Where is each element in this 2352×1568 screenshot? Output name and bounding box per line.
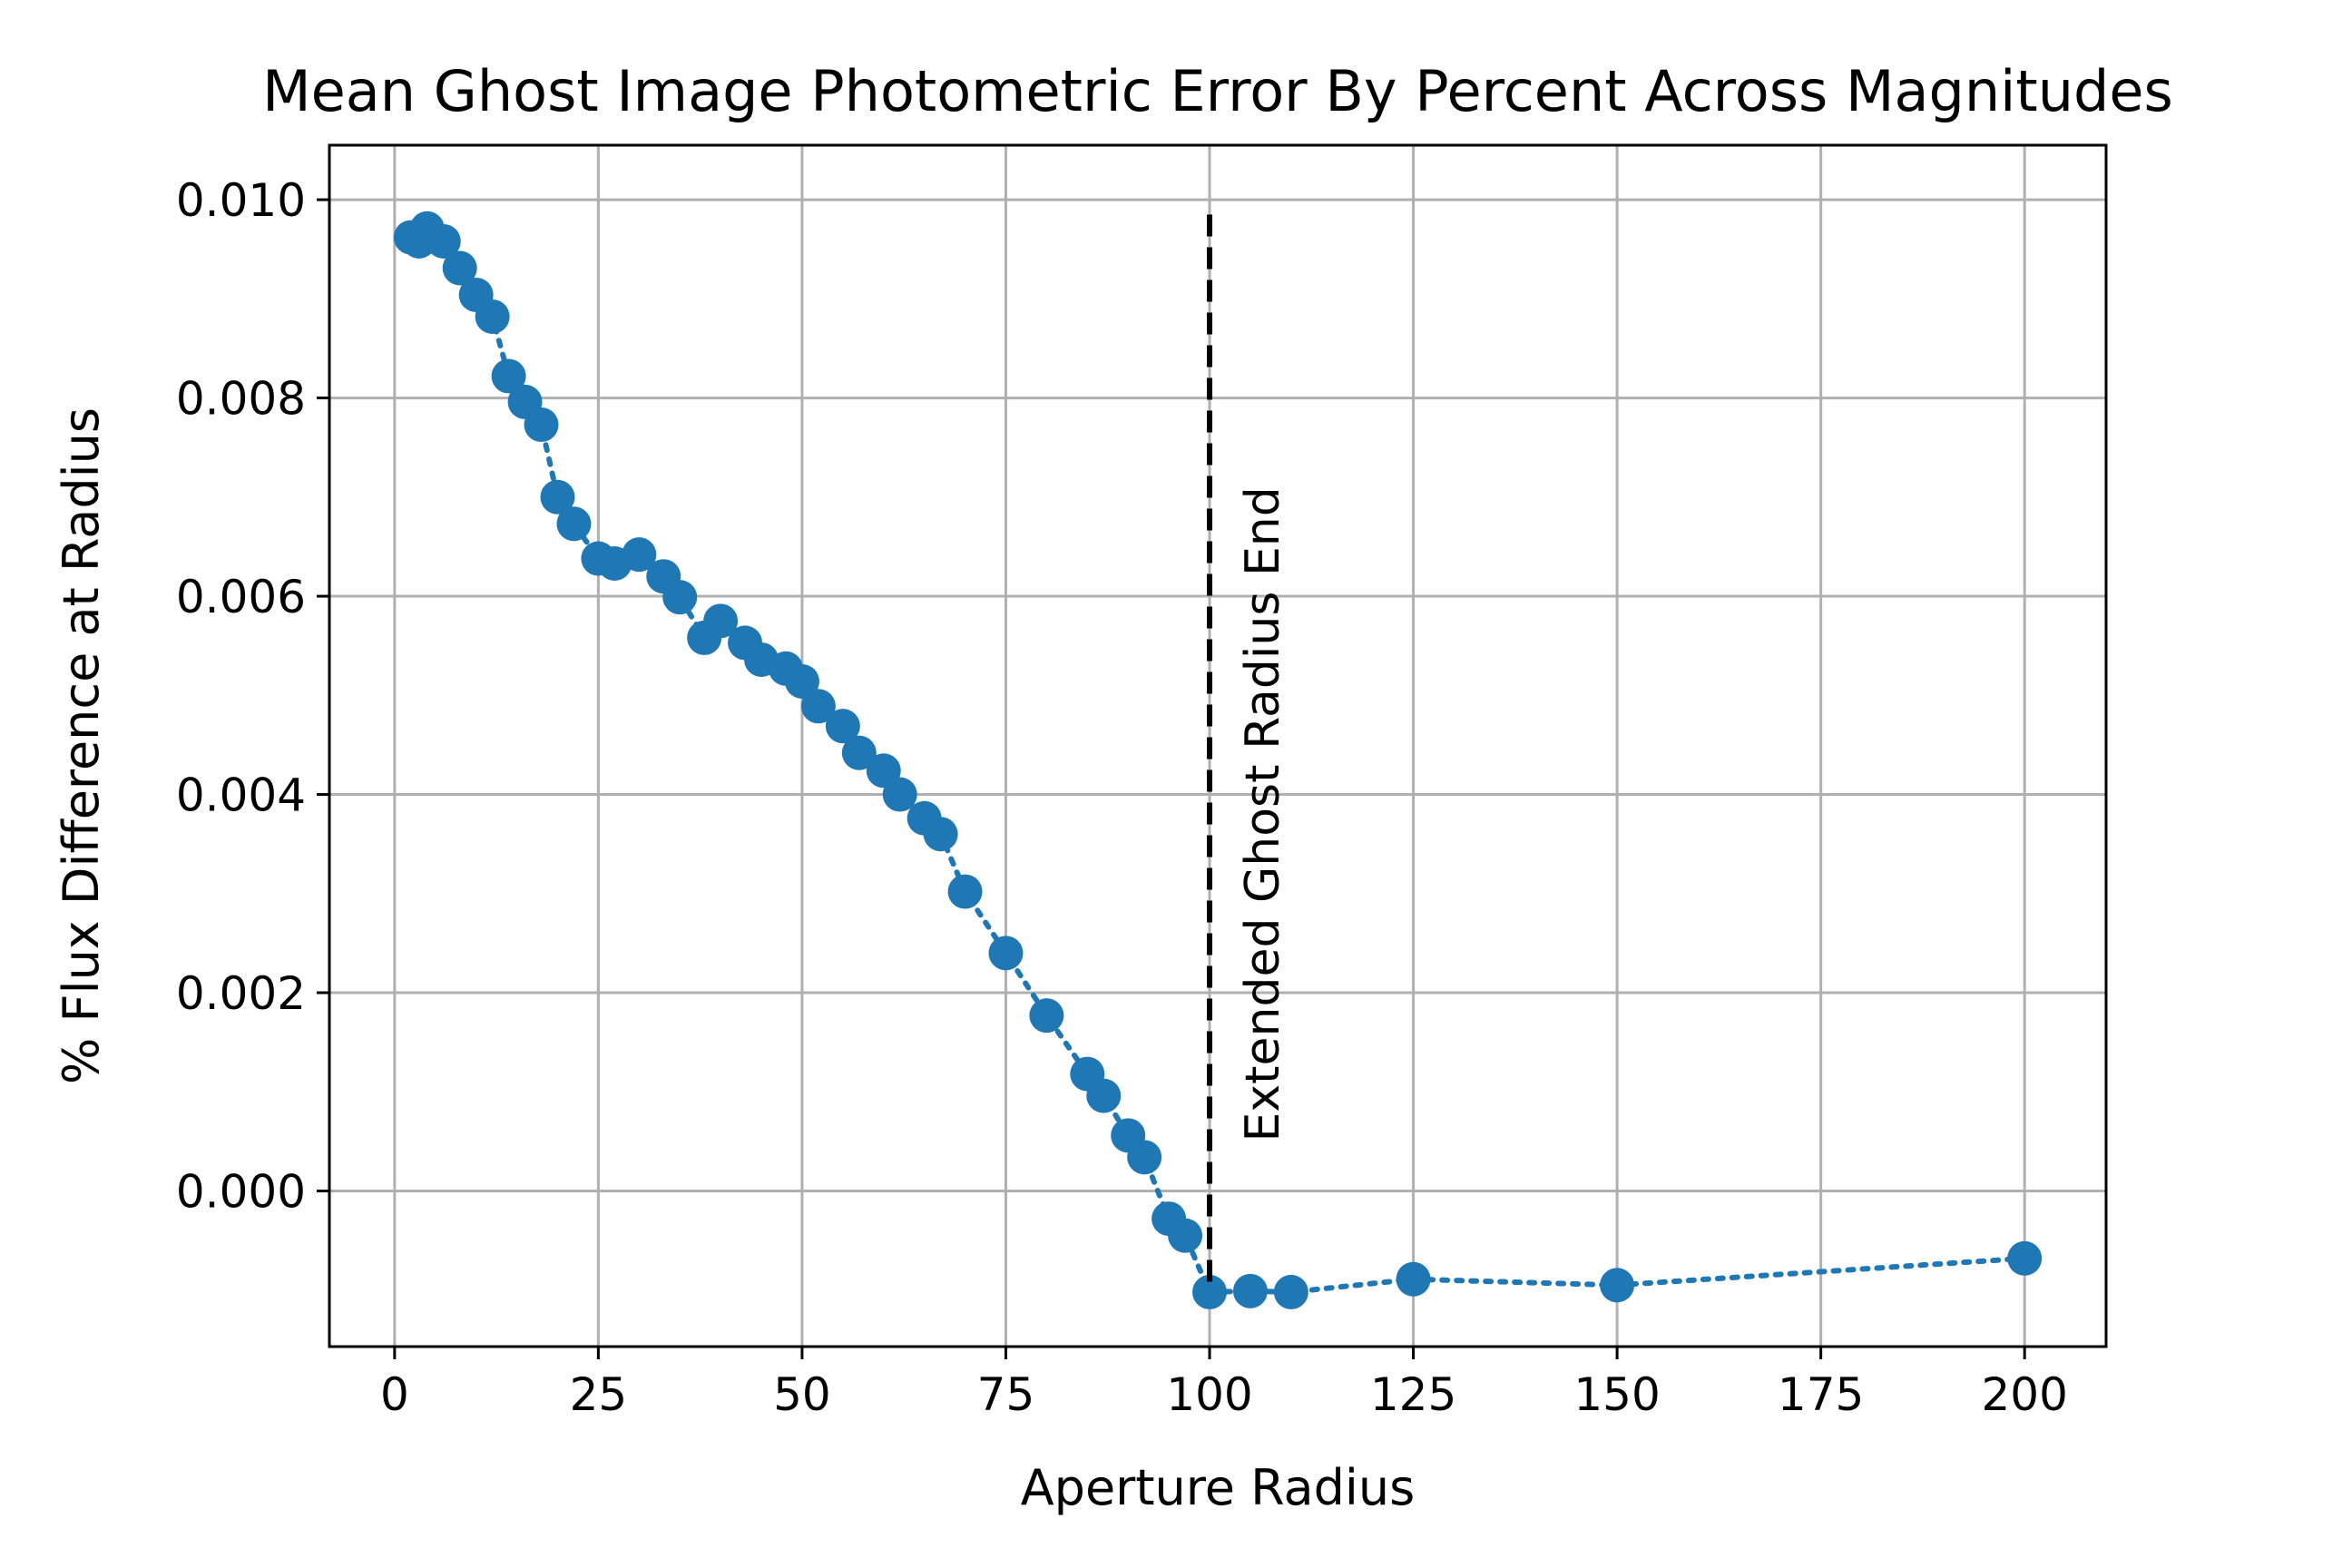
x-tick-label: 0 — [380, 1368, 409, 1421]
x-tick-label: 200 — [1981, 1368, 2067, 1421]
data-point — [800, 689, 836, 724]
data-point — [1029, 998, 1064, 1034]
data-point — [841, 735, 877, 770]
data-point — [540, 479, 575, 514]
y-tick-label: 0.006 — [176, 571, 306, 623]
x-tick-label: 100 — [1166, 1368, 1252, 1421]
grid — [329, 145, 2106, 1347]
data-point — [426, 223, 461, 259]
data-point — [491, 358, 526, 394]
y-tick-label: 0.010 — [176, 174, 306, 227]
data-point — [1086, 1078, 1122, 1113]
plot-frame — [328, 143, 2108, 1348]
data-point — [703, 603, 739, 639]
data-point — [2007, 1240, 2043, 1276]
data-point — [1192, 1274, 1228, 1309]
plot-series — [393, 211, 2043, 1309]
data-point — [923, 817, 958, 852]
y-tick-label: 0.000 — [176, 1165, 306, 1218]
x-tick-label: 175 — [1778, 1368, 1864, 1421]
x-tick-label: 25 — [570, 1368, 628, 1421]
chart-title: Mean Ghost Image Photometric Error By Pe… — [262, 58, 2173, 124]
vline-group: Extended Ghost Radius End — [1207, 214, 1290, 1292]
data-point — [1127, 1140, 1162, 1175]
data-point — [988, 936, 1024, 971]
data-point — [882, 777, 917, 812]
x-tick-label: 75 — [977, 1368, 1035, 1421]
x-tick-label: 125 — [1370, 1368, 1456, 1421]
data-point — [784, 663, 819, 699]
data-point — [825, 709, 860, 744]
data-point — [662, 580, 698, 615]
x-axis-label: Aperture Radius — [1021, 1459, 1416, 1516]
data-point — [442, 250, 477, 286]
y-tick-label: 0.004 — [176, 769, 306, 822]
x-tick-label: 50 — [773, 1368, 831, 1421]
data-point — [524, 407, 559, 443]
data-point — [1232, 1273, 1268, 1308]
data-point — [1600, 1268, 1635, 1303]
data-point — [475, 299, 510, 334]
x-tick-label: 150 — [1573, 1368, 1660, 1421]
vline-annotation: Extended Ghost Radius End — [1236, 486, 1290, 1142]
y-tick-label: 0.008 — [176, 373, 306, 426]
y-tick-label: 0.002 — [176, 967, 306, 1020]
data-point — [1168, 1218, 1203, 1253]
series-line — [407, 224, 2028, 1295]
data-point — [1273, 1274, 1308, 1309]
data-point — [556, 506, 592, 542]
ticks: 0 25 50 75 100 125 150 175 200 0.000 0.002 0.004 0.0… — [176, 174, 2068, 1421]
data-point — [947, 874, 983, 909]
data-point — [622, 537, 657, 573]
y-axis-label: % Flux Difference at Radius — [53, 407, 110, 1084]
data-point — [1396, 1261, 1431, 1297]
